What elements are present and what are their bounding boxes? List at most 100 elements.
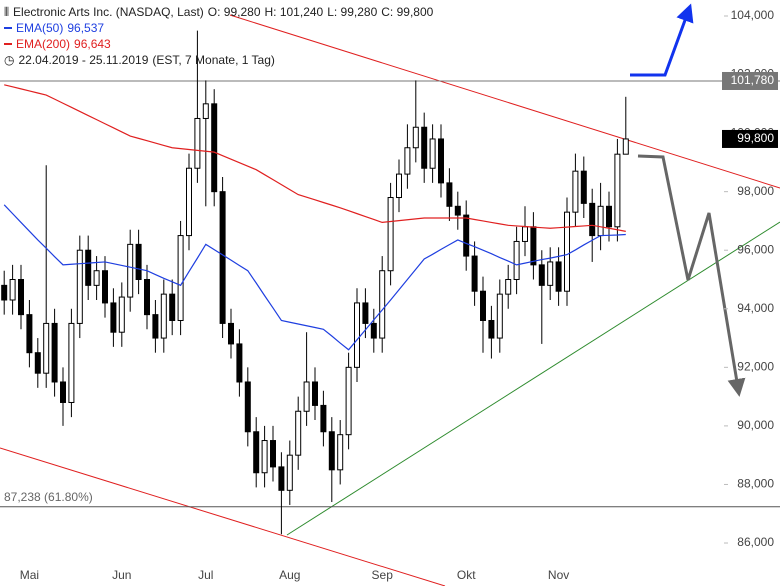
candle-body xyxy=(614,153,621,228)
ohlc-label: O: 99,280 xyxy=(207,5,261,19)
legend-value: 96,537 xyxy=(67,21,105,35)
clock-icon: ◷ xyxy=(4,53,15,67)
y-tick-label: 90,000 xyxy=(737,418,774,432)
candle-body xyxy=(219,191,226,324)
candle-body xyxy=(194,117,201,169)
candle-body xyxy=(118,296,125,333)
ema-line xyxy=(3,204,626,351)
candle-body xyxy=(9,279,16,301)
date-range: 22.04.2019 - 25.11.2019 xyxy=(18,53,149,67)
candle-body xyxy=(211,103,218,193)
candle-body xyxy=(144,279,150,316)
candle-body xyxy=(135,243,142,281)
candle-body xyxy=(387,197,394,272)
legend-name: EMA(200) xyxy=(16,37,71,51)
candle-body xyxy=(429,138,436,169)
legend: ⫴ Electronic Arts Inc. (NASDAQ, Last) O:… xyxy=(4,4,433,68)
candle-body xyxy=(488,319,495,339)
y-tick-label: 86,000 xyxy=(737,535,774,549)
legend-item: EMA(200) 96,643 xyxy=(4,36,433,52)
x-tick-label: Aug xyxy=(279,568,300,582)
candle-body xyxy=(102,270,108,304)
candle-body xyxy=(480,290,486,321)
candle-body xyxy=(555,261,562,292)
ohlc-label: C: 99,800 xyxy=(381,5,434,19)
candle-body xyxy=(270,440,276,468)
candle-body xyxy=(328,431,335,471)
ema-line xyxy=(4,84,626,232)
candle-body xyxy=(454,205,461,216)
upper-channel-line xyxy=(229,14,780,189)
candle-body xyxy=(152,314,159,339)
candle-body xyxy=(505,279,512,295)
level-label: 101,780 xyxy=(731,73,775,87)
candle-body xyxy=(160,293,167,339)
candle-body xyxy=(261,440,268,474)
level-tag xyxy=(722,71,778,90)
candle-body xyxy=(26,314,33,354)
candle-body xyxy=(127,243,134,298)
candle-body xyxy=(68,322,75,403)
legend-range-row: ◷ 22.04.2019 - 25.11.2019 (EST, 7 Monate… xyxy=(4,52,433,68)
candle-body xyxy=(85,249,92,286)
candle-body xyxy=(286,454,293,491)
ohlc-label: H: 101,240 xyxy=(264,5,324,19)
candle-body xyxy=(93,270,100,286)
legend-name: EMA(50) xyxy=(16,21,64,35)
support-line xyxy=(286,221,780,536)
legend-swatch xyxy=(4,27,12,29)
candle-body xyxy=(76,249,83,324)
ohlc-label: L: 99,280 xyxy=(327,5,378,19)
candle-body xyxy=(303,381,310,412)
candle-body xyxy=(412,126,419,149)
x-tick-label: Nov xyxy=(548,568,569,582)
candle-body xyxy=(396,173,402,199)
y-tick-label: 92,000 xyxy=(737,360,774,374)
legend-swatch xyxy=(4,43,12,45)
y-tick-label: 88,000 xyxy=(737,477,774,491)
candle-body xyxy=(496,293,503,339)
y-tick-label: 94,000 xyxy=(737,301,774,315)
y-tick-label: 98,000 xyxy=(737,184,774,198)
bear-arrow xyxy=(637,154,746,397)
last-price-tag xyxy=(722,129,778,148)
x-tick-label: Jun xyxy=(112,568,131,582)
lower-channel-line xyxy=(0,447,446,586)
candle-body xyxy=(564,211,570,292)
candle-body xyxy=(51,322,58,383)
y-tick-label: 96,000 xyxy=(737,242,774,256)
level-label: 87,238 (61.80%) xyxy=(4,490,93,504)
candle-body xyxy=(572,170,579,213)
candle-body xyxy=(110,302,117,333)
y-tick-label: 104,000 xyxy=(731,8,775,22)
candle-body xyxy=(404,147,411,175)
candle-body xyxy=(471,255,478,292)
legend-title-row: ⫴ Electronic Arts Inc. (NASDAQ, Last) O:… xyxy=(4,4,433,20)
candle-body xyxy=(362,302,369,324)
candle-body xyxy=(278,466,285,491)
candle-body xyxy=(337,434,344,471)
candle-body xyxy=(18,279,24,316)
candle-body xyxy=(606,205,612,228)
legend-value: 96,643 xyxy=(74,37,111,51)
candle-body xyxy=(580,170,587,204)
legend-series: EMA(50) 96,537 EMA(200) 96,643 xyxy=(4,20,433,52)
candle-body xyxy=(522,226,528,242)
candle-body xyxy=(295,410,302,456)
candle-body xyxy=(446,182,453,207)
candle-body xyxy=(379,270,386,339)
period: (EST, 7 Monate, 1 Tag) xyxy=(152,53,275,67)
candle-body xyxy=(177,235,184,321)
candle-body xyxy=(1,284,8,301)
x-tick-label: Sep xyxy=(372,568,394,582)
chart-title: Electronic Arts Inc. (NASDAQ, Last) xyxy=(13,5,204,19)
candle-body xyxy=(312,381,318,406)
candle-body xyxy=(538,264,545,286)
trend-drawings xyxy=(0,3,780,586)
last-price-label: 99,800 xyxy=(737,131,774,145)
candle-body xyxy=(354,302,360,368)
candle-body xyxy=(244,381,251,433)
candle-body xyxy=(202,103,209,119)
